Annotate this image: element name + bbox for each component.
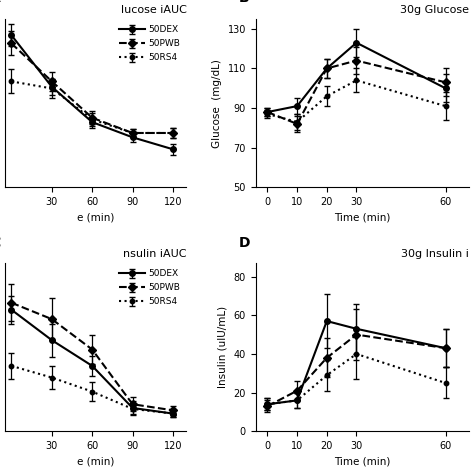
Legend: 50DEX, 50PWB, 50RS4: 50DEX, 50PWB, 50RS4 bbox=[118, 267, 182, 308]
Y-axis label: Glucose  (mg/dL): Glucose (mg/dL) bbox=[212, 59, 222, 147]
X-axis label: Time (min): Time (min) bbox=[334, 212, 391, 223]
Legend: 50DEX, 50PWB, 50RS4: 50DEX, 50PWB, 50RS4 bbox=[118, 24, 182, 64]
Text: 30g Glucose: 30g Glucose bbox=[400, 5, 469, 15]
X-axis label: e (min): e (min) bbox=[77, 212, 114, 223]
Y-axis label: Insulin (ulU/mL): Insulin (ulU/mL) bbox=[218, 306, 228, 388]
Text: nsulin iAUC: nsulin iAUC bbox=[123, 249, 186, 259]
Text: A: A bbox=[0, 0, 1, 6]
Text: D: D bbox=[238, 236, 250, 249]
X-axis label: e (min): e (min) bbox=[77, 456, 114, 466]
Text: lucose iAUC: lucose iAUC bbox=[120, 5, 186, 15]
Text: B: B bbox=[238, 0, 249, 6]
Text: 30g Insulin i: 30g Insulin i bbox=[401, 249, 469, 259]
X-axis label: Time (min): Time (min) bbox=[334, 456, 391, 466]
